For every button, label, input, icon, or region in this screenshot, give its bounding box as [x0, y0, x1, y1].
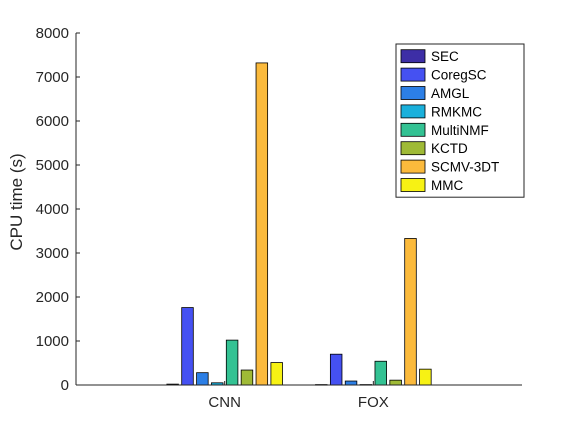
bar-mmc-cnn [270, 362, 283, 386]
y-tick-label: 3000 [36, 245, 69, 262]
bar-amgl-fox [344, 380, 358, 386]
legend-label: MMC [431, 178, 463, 193]
legend-swatch [400, 159, 426, 174]
bar-amgl-cnn [196, 372, 209, 386]
legend-swatch [400, 122, 426, 137]
y-axis-label: CPU time (s) [7, 153, 26, 250]
legend-swatch [400, 141, 426, 156]
y-tick-label: 8000 [36, 25, 69, 42]
legend-swatch [400, 178, 426, 192]
bar-multinmf-cnn [225, 339, 239, 386]
legend-label: RMKMC [431, 104, 482, 119]
legend-label: SCMV-3DT [431, 160, 499, 175]
legend-label: CoregSC [431, 68, 487, 83]
x-tick-label: FOX [358, 394, 389, 411]
legend-label: AMGL [431, 86, 470, 101]
legend-label: KCTD [431, 141, 468, 156]
legend-swatch [400, 49, 426, 64]
y-tick-label: 2000 [36, 289, 69, 306]
x-tick-label: CNN [208, 394, 241, 411]
y-tick-label: 0 [61, 377, 69, 394]
bar-mmc-fox [419, 368, 432, 386]
y-ticks: 0 1000 2000 3000 4000 5000 6000 7000 8000 [36, 25, 80, 394]
x-ticks: CNN FOX [208, 381, 389, 411]
bar-coregsc-cnn [181, 307, 194, 386]
bar-kctd-fox [389, 379, 402, 386]
bar-coregsc-fox [329, 353, 343, 386]
legend-label: SEC [431, 49, 459, 64]
y-tick-label: 6000 [36, 113, 69, 130]
bar-scmv-3dt-cnn [255, 62, 269, 386]
bar-scmv-3dt-fox [404, 238, 417, 386]
y-tick-label: 7000 [36, 69, 69, 86]
legend-swatch [400, 104, 426, 119]
bars [166, 62, 432, 386]
legend-label: MultiNMF [431, 123, 489, 138]
y-tick-label: 5000 [36, 157, 69, 174]
bar-kctd-cnn [240, 369, 254, 386]
bar-multinmf-fox [374, 360, 387, 386]
legend-swatch [400, 86, 426, 100]
legend-swatch [400, 67, 426, 82]
y-tick-label: 1000 [36, 333, 69, 350]
legend: SEC CoregSC AMGL RMKMC MultiNMF KCTD SCMV-3DT M… [395, 43, 525, 198]
y-tick-label: 4000 [36, 201, 69, 218]
